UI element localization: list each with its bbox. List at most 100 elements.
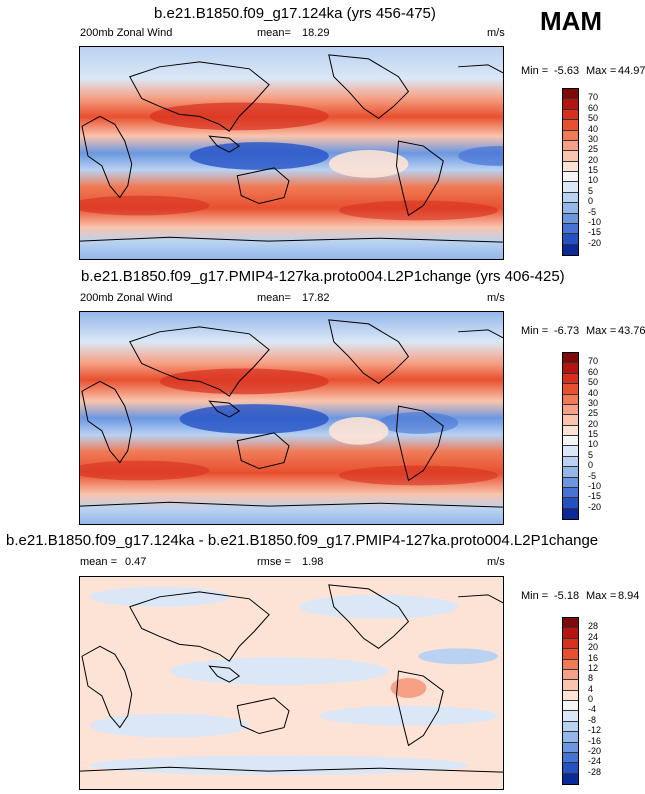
colorbar-segment <box>563 161 578 172</box>
colorbar-segment <box>563 701 578 712</box>
panel-1-max-value: 44.97 <box>618 65 645 77</box>
colorbar-segment <box>563 436 578 447</box>
colorbar-segment <box>563 353 578 364</box>
colorbar-segment <box>563 130 578 141</box>
colorbar-segment <box>563 477 578 488</box>
colorbar-segment <box>563 151 578 162</box>
panel-1-variable-label: 200mb Zonal Wind <box>80 27 173 39</box>
colorbar-segment <box>563 618 578 629</box>
colorbar-segment <box>563 223 578 235</box>
colorbar-tick-label: 50 <box>588 377 599 388</box>
colorbar-segment <box>563 508 578 519</box>
colorbar-tick-label: 16 <box>588 652 599 663</box>
panel-2-max-value: 43.76 <box>618 325 645 337</box>
colorbar-tick-label: 28 <box>588 621 599 632</box>
colorbar-tick-label: -20 <box>588 501 602 512</box>
colorbar-segment <box>563 669 578 681</box>
colorbar-segment <box>563 404 578 416</box>
panel-1-colorbar <box>562 88 579 256</box>
colorbar-segment <box>563 628 578 639</box>
colorbar-segment <box>563 172 578 183</box>
panel-3-units: m/s <box>487 556 505 568</box>
colorbar-tick-label: 15 <box>588 429 599 439</box>
panel-2-title: b.e21.B1850.f09_g17.PMIP4-127ka.proto004… <box>81 268 565 285</box>
colorbar-tick-label: 0 <box>588 694 594 704</box>
colorbar-tick-label: 30 <box>588 397 599 408</box>
panel-2-units: m/s <box>487 292 505 304</box>
colorbar-segment <box>563 120 578 131</box>
colorbar-segment <box>563 99 578 110</box>
colorbar-tick-label: 5 <box>588 449 594 460</box>
panel-1-mean-value: 18.29 <box>302 27 330 39</box>
panel-2-max-label: Max = <box>586 325 617 337</box>
colorbar-segment <box>563 373 578 385</box>
colorbar-tick-label: 20 <box>588 418 599 429</box>
colorbar-tick-label: 60 <box>588 102 599 113</box>
colorbar-tick-label: -10 <box>588 216 602 227</box>
colorbar-tick-label: 0 <box>588 196 594 207</box>
panel-3-map <box>79 576 504 790</box>
panel-3-max-label: Max = <box>586 590 617 602</box>
panel-1-max-label: Max = <box>586 65 617 77</box>
colorbar-tick-label: 70 <box>588 356 599 367</box>
colorbar-tick-label: 60 <box>588 366 599 377</box>
colorbar-segment <box>563 192 578 204</box>
colorbar-segment <box>563 467 578 478</box>
colorbar-tick-label: 70 <box>588 92 599 103</box>
colorbar-segment <box>563 394 578 405</box>
colorbar-segment <box>563 732 578 743</box>
panel-1-min-label: Min = <box>521 65 549 77</box>
colorbar-tick-label: 8 <box>588 673 594 684</box>
panel-1-units: m/s <box>487 27 505 39</box>
colorbar-segment <box>563 203 578 214</box>
colorbar-tick-label: -4 <box>588 704 597 715</box>
colorbar-tick-label: 20 <box>588 642 599 653</box>
colorbar-tick-label: 4 <box>588 683 594 694</box>
colorbar-tick-label: 50 <box>588 113 599 124</box>
colorbar-tick-label: -8 <box>588 714 597 725</box>
panel-2-variable-label: 200mb Zonal Wind <box>80 292 173 304</box>
panel-2-min-value: -6.73 <box>554 325 580 337</box>
panel-3-colorbar <box>562 617 579 785</box>
panel-2-colorbar <box>562 352 579 520</box>
colorbar-tick-label: 24 <box>588 631 599 642</box>
panel-2-mean-label: mean= <box>257 292 291 304</box>
colorbar-tick-label: 15 <box>588 165 599 175</box>
panel-1-mean-label: mean= <box>257 27 291 39</box>
colorbar-segment <box>563 638 578 650</box>
colorbar-tick-label: -15 <box>588 227 602 238</box>
colorbar-segment <box>563 649 578 660</box>
colorbar-segment <box>563 425 578 436</box>
colorbar-segment <box>563 680 578 691</box>
panel-3-title: b.e21.B1850.f09_g17.124ka - b.e21.B1850.… <box>6 532 599 549</box>
colorbar-tick-label: 40 <box>588 123 599 134</box>
colorbar-segment <box>563 711 578 722</box>
colorbar-segment <box>563 244 578 255</box>
colorbar-tick-label: -10 <box>588 480 602 491</box>
colorbar-segment <box>563 363 578 374</box>
colorbar-segment <box>563 415 578 426</box>
colorbar-tick-label: 30 <box>588 133 599 144</box>
colorbar-tick-label: -24 <box>588 756 602 767</box>
colorbar-tick-label: -15 <box>588 491 602 502</box>
colorbar-tick-label: 10 <box>588 175 599 186</box>
panel-3-mean-value: 0.47 <box>125 556 147 568</box>
panel-2-map <box>79 311 504 525</box>
colorbar-segment <box>563 659 578 670</box>
panel-3-rmse-label: rmse = <box>257 556 291 568</box>
colorbar-segment <box>563 213 578 224</box>
colorbar-tick-label: -28 <box>588 766 602 777</box>
panel-1-map <box>79 46 504 260</box>
colorbar-segment <box>563 752 578 764</box>
panel-1-title: b.e21.B1850.f09_g17.124ka (yrs 456-475) <box>154 5 436 22</box>
colorbar-segment <box>563 773 578 784</box>
panel-3-rmse-value: 1.98 <box>302 556 324 568</box>
panel-3-min-value: -5.18 <box>554 590 580 602</box>
colorbar-segment <box>563 109 578 121</box>
panel-1-min-value: -5.63 <box>554 65 580 77</box>
colorbar-tick-label: 10 <box>588 439 599 450</box>
colorbar-segment <box>563 384 578 395</box>
colorbar-tick-label: -5 <box>588 470 597 481</box>
colorbar-segment <box>563 182 578 193</box>
colorbar-tick-label: 12 <box>588 662 599 673</box>
